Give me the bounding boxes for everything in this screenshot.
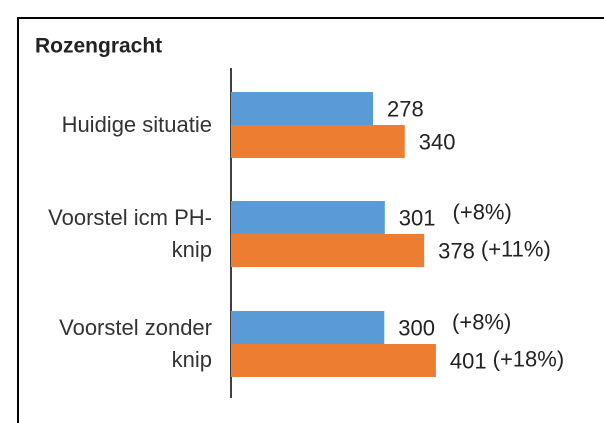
- bar: [231, 125, 405, 158]
- category-label: Huidige situatie: [61, 112, 212, 137]
- value-label: 378: [438, 238, 475, 263]
- category-label: Voorstel zonder knip: [59, 315, 212, 372]
- chart-title: Rozengracht: [35, 35, 162, 58]
- category-label-box: Voorstel zonder knip: [59, 315, 212, 372]
- bar: [231, 234, 425, 267]
- value-label: 300: [398, 315, 435, 340]
- bar: [231, 344, 436, 377]
- change-label: (+8%): [453, 199, 512, 224]
- value-label: 401: [450, 348, 487, 373]
- category-label-box: Voorstel icm PH-knip: [48, 205, 212, 262]
- bar: [231, 311, 385, 344]
- value-label: 301: [399, 205, 436, 230]
- bar: [231, 92, 374, 125]
- value-label: 340: [419, 129, 456, 154]
- bar: [231, 201, 385, 234]
- change-label: (+18%): [493, 346, 565, 371]
- category-label-box: Huidige situatie: [61, 112, 212, 137]
- value-label: 278: [387, 96, 424, 121]
- category-label: Voorstel icm PH-knip: [48, 205, 212, 262]
- change-label: (+8%): [452, 309, 511, 334]
- change-label: (+11%): [481, 236, 551, 261]
